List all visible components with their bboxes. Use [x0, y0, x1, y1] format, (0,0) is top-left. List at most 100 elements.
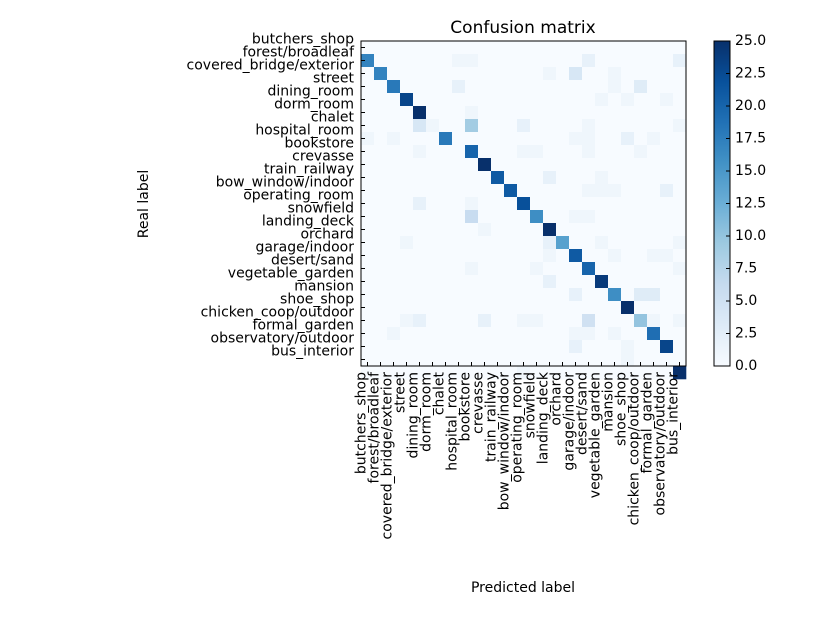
heatmap-cell	[608, 67, 622, 81]
heatmap-cell	[673, 106, 687, 120]
heatmap-cell	[504, 67, 518, 81]
heatmap-cell	[400, 67, 414, 81]
heatmap-cell	[491, 93, 505, 107]
heatmap-cell	[530, 41, 544, 55]
heatmap-cell	[491, 210, 505, 224]
x-tick-labels: butchers_shopforest/broadleafcovered_bri…	[354, 362, 682, 539]
heatmap-cell	[660, 210, 674, 224]
heatmap-cell	[465, 197, 479, 211]
heatmap-cell	[530, 301, 544, 315]
heatmap-cell	[400, 353, 414, 367]
heatmap-cell	[621, 132, 635, 146]
heatmap-cell	[374, 171, 388, 185]
heatmap-cell	[426, 80, 440, 94]
heatmap-cell	[426, 93, 440, 107]
x-tick-label: orchard	[549, 372, 565, 426]
heatmap-cell	[673, 236, 687, 250]
heatmap-cell	[452, 223, 466, 237]
heatmap-cell	[478, 67, 492, 81]
heatmap-cell	[582, 236, 596, 250]
heatmap-cell	[673, 67, 687, 81]
heatmap-cell	[491, 145, 505, 159]
heatmap-cell	[517, 119, 531, 133]
heatmap-cell	[478, 314, 492, 328]
heatmap-cell	[569, 301, 583, 315]
heatmap-cell	[361, 223, 375, 237]
heatmap-cell	[426, 236, 440, 250]
heatmap-cell	[569, 210, 583, 224]
heatmap-cell	[426, 184, 440, 198]
heatmap-cell	[374, 145, 388, 159]
heatmap-cell	[543, 67, 557, 81]
heatmap-cell	[439, 67, 453, 81]
heatmap-cell	[595, 275, 609, 289]
heatmap-cell	[465, 249, 479, 263]
heatmap-cell	[361, 236, 375, 250]
heatmap-cell	[517, 340, 531, 354]
heatmap-cell	[517, 301, 531, 315]
heatmap-cell	[491, 41, 505, 55]
heatmap-cell	[608, 223, 622, 237]
heatmap-cell	[400, 158, 414, 172]
heatmap-cell	[595, 327, 609, 341]
x-tick-label: chalet	[432, 372, 448, 416]
heatmap-cell	[478, 301, 492, 315]
heatmap-cell	[673, 41, 687, 55]
heatmap-cell	[517, 262, 531, 276]
heatmap-cell	[387, 288, 401, 302]
heatmap-cell	[439, 366, 453, 380]
heatmap-cell	[556, 223, 570, 237]
heatmap-cell	[608, 106, 622, 120]
heatmap-cell	[361, 340, 375, 354]
heatmap-cell	[582, 301, 596, 315]
heatmap-cell	[465, 288, 479, 302]
heatmap-cell	[543, 197, 557, 211]
heatmap-cell	[595, 54, 609, 68]
heatmap-cell	[478, 158, 492, 172]
heatmap-cell	[478, 236, 492, 250]
x-tick-label: dining_room	[406, 372, 422, 459]
heatmap-cell	[660, 236, 674, 250]
y-tick-label: bow_window/indoor	[216, 175, 355, 191]
x-tick-label: garage/indoor	[562, 372, 578, 471]
heatmap-cell	[660, 366, 674, 380]
heatmap-cell	[530, 236, 544, 250]
heatmap-cell	[530, 132, 544, 146]
heatmap-cell	[621, 236, 635, 250]
heatmap-cell	[621, 197, 635, 211]
heatmap-cell	[673, 340, 687, 354]
y-tick-label: hospital_room	[255, 123, 354, 139]
heatmap-cell	[621, 67, 635, 81]
heatmap-cell	[608, 366, 622, 380]
heatmap-cell	[465, 210, 479, 224]
heatmap-cell	[621, 41, 635, 55]
heatmap-cell	[621, 145, 635, 159]
heatmap-cell	[400, 327, 414, 341]
heatmap-cell	[387, 210, 401, 224]
heatmap-cell	[530, 119, 544, 133]
heatmap-cell	[361, 106, 375, 120]
heatmap-cell	[374, 132, 388, 146]
heatmap-cell	[452, 327, 466, 341]
x-tick-label: covered_bridge/exterior	[380, 372, 396, 540]
heatmap-cell	[530, 67, 544, 81]
heatmap-cell	[400, 340, 414, 354]
heatmap-cell	[660, 353, 674, 367]
heatmap-cell	[465, 41, 479, 55]
heatmap-cell	[491, 80, 505, 94]
y-tick-label: crevasse	[292, 149, 354, 165]
heatmap-cell	[504, 301, 518, 315]
heatmap-cell	[543, 119, 557, 133]
heatmap-cell	[361, 119, 375, 133]
heatmap-cell	[426, 145, 440, 159]
heatmap-cell	[634, 353, 648, 367]
heatmap-cell	[426, 54, 440, 68]
heatmap-cell	[608, 353, 622, 367]
heatmap-cell	[556, 327, 570, 341]
heatmap-cell	[634, 41, 648, 55]
heatmap-cell	[413, 353, 427, 367]
heatmap-cell	[478, 275, 492, 289]
heatmap-cell	[543, 301, 557, 315]
heatmap-cell	[634, 340, 648, 354]
heatmap-cell	[452, 197, 466, 211]
